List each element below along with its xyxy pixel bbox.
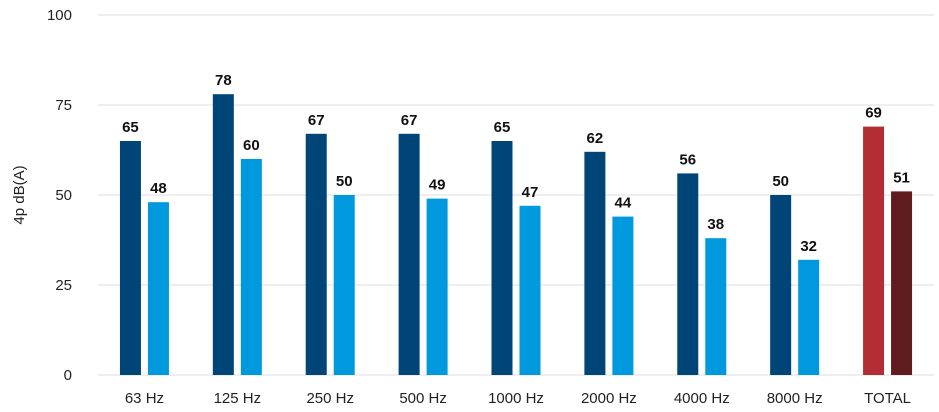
data-label: 65	[122, 119, 139, 136]
x-tick-label: 125 Hz	[214, 390, 262, 407]
bar-series1	[398, 133, 420, 375]
data-label: 62	[587, 130, 604, 147]
x-tick-label: 4000 Hz	[674, 390, 730, 407]
data-label: 51	[893, 169, 910, 186]
bar-series2	[240, 159, 262, 375]
y-tick-label: 75	[55, 97, 72, 114]
y-axis-ticks: 0 25 50 75 100	[47, 7, 72, 384]
bar-series1	[119, 141, 141, 375]
y-tick-label: 100	[47, 7, 72, 24]
data-label: 48	[150, 180, 167, 197]
gridlines	[98, 14, 934, 376]
data-labels: 65 48 78 60 67 50 67 49 65 47 62 44 56 38 50 32 69 51	[122, 72, 910, 255]
data-label: 60	[243, 137, 260, 154]
x-tick-label: 1000 Hz	[488, 390, 544, 407]
bar-series2	[519, 205, 541, 375]
bars	[119, 94, 913, 375]
bar-series2	[891, 191, 913, 375]
bar-series2	[798, 259, 820, 375]
bar-series1	[305, 133, 327, 375]
bar-series1	[584, 151, 606, 375]
data-label: 56	[679, 151, 696, 168]
data-label: 67	[308, 112, 325, 129]
data-label: 78	[215, 72, 232, 89]
x-tick-label: 8000 Hz	[767, 390, 823, 407]
data-label: 50	[336, 173, 353, 190]
x-axis-ticks: 63 Hz 125 Hz 250 Hz 500 Hz 1000 Hz 2000 Hz 400…	[125, 390, 911, 407]
data-label: 32	[800, 238, 817, 255]
bar-series2	[612, 216, 634, 375]
y-tick-label: 50	[55, 187, 72, 204]
bar-series2	[147, 202, 169, 375]
data-label: 47	[522, 184, 539, 201]
data-label: 44	[615, 195, 632, 212]
x-tick-label: 250 Hz	[306, 390, 354, 407]
bar-series1	[212, 94, 234, 375]
bar-series2	[705, 238, 727, 375]
bar-series1	[863, 126, 885, 375]
x-tick-label: 63 Hz	[125, 390, 164, 407]
y-tick-label: 0	[64, 367, 72, 384]
data-label: 65	[494, 119, 511, 136]
data-label: 67	[401, 112, 418, 129]
data-label: 69	[865, 105, 882, 122]
x-tick-label: TOTAL	[864, 390, 911, 407]
y-tick-label: 25	[55, 277, 72, 294]
x-tick-label: 2000 Hz	[581, 390, 637, 407]
bar-series2	[426, 198, 448, 375]
x-tick-label: 500 Hz	[399, 390, 447, 407]
y-axis-label: 4p dB(A)	[11, 165, 28, 224]
bar-series1	[491, 141, 513, 375]
bar-series1	[770, 195, 792, 375]
data-label: 49	[429, 177, 446, 194]
data-label: 38	[707, 216, 724, 233]
data-label: 50	[772, 173, 789, 190]
bar-series1	[677, 173, 699, 375]
bar-series2	[333, 195, 355, 375]
